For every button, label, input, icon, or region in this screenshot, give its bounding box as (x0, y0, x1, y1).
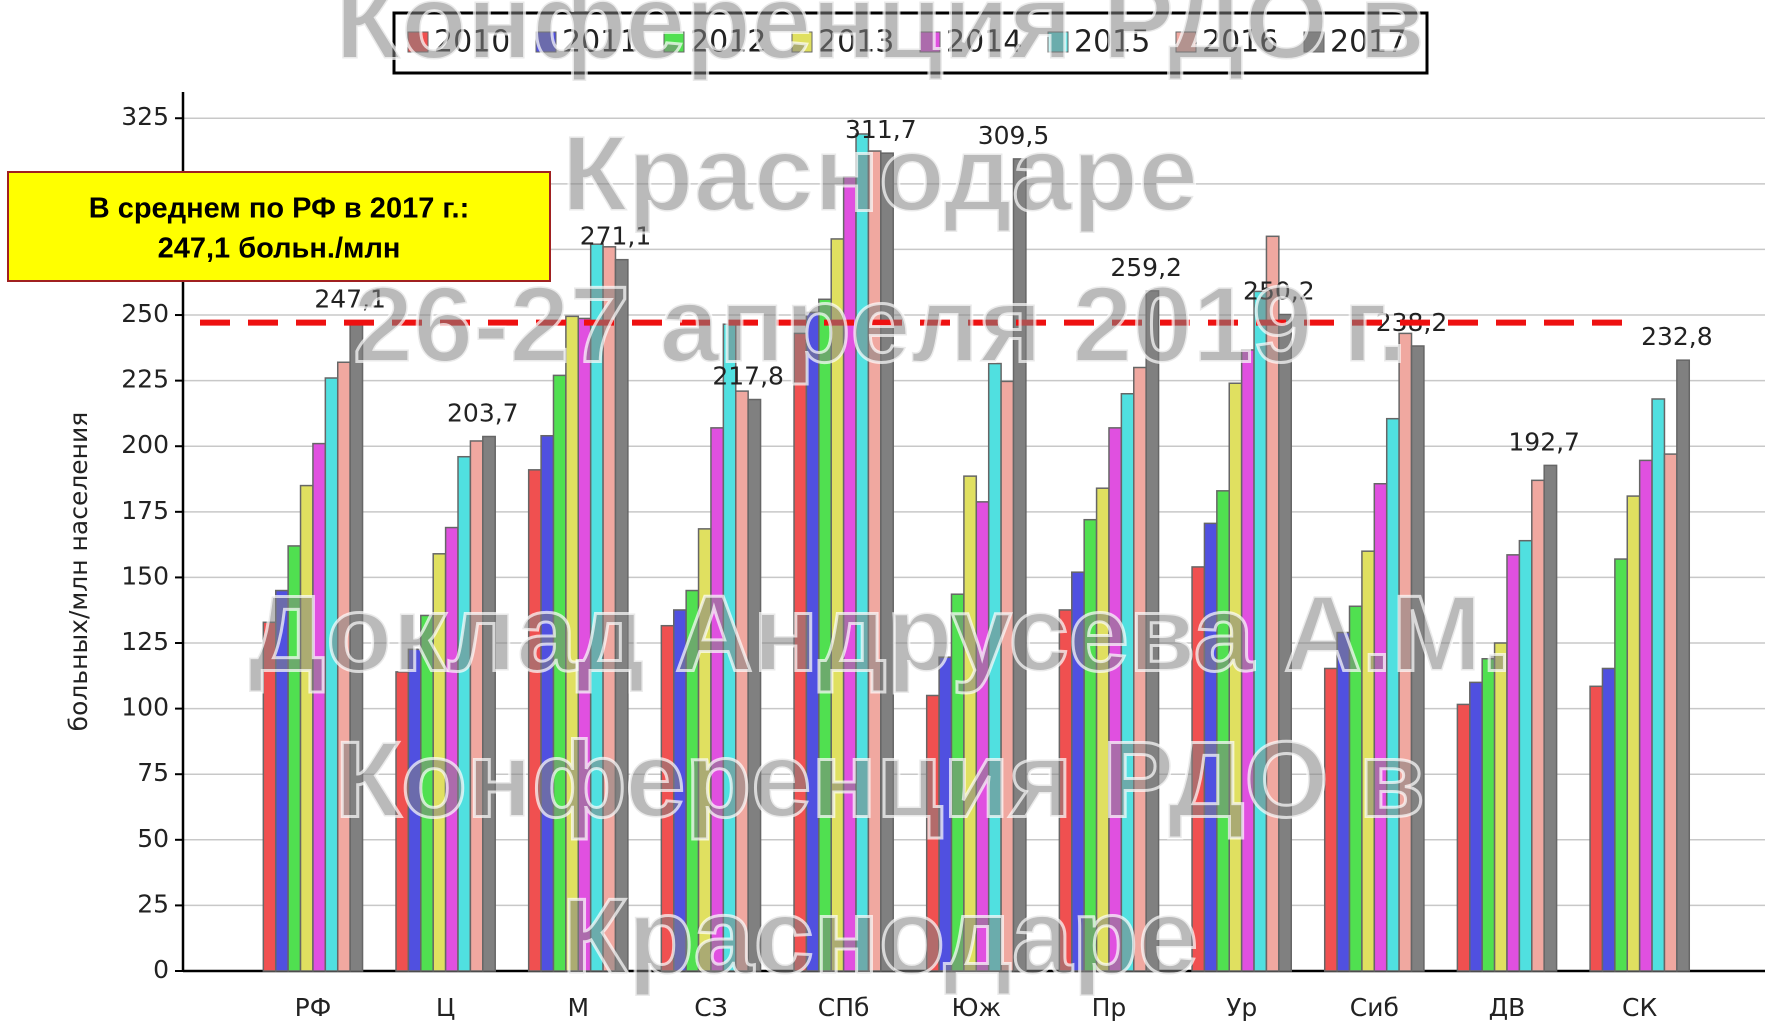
y-tick-label: 325 (121, 102, 169, 131)
legend-swatch (535, 31, 557, 53)
bar (1676, 359, 1691, 972)
bar (614, 258, 629, 972)
x-tick-label: Ур (1226, 993, 1257, 1022)
bar (312, 442, 327, 972)
legend-swatch (1047, 31, 1069, 53)
watermark: Конференция РДО в (335, 0, 1425, 82)
x-tick-label: СЗ (694, 993, 727, 1022)
annotation-text: 247,1 больн./млн (158, 233, 401, 265)
bar (1601, 667, 1616, 972)
y-tick-label: 50 (137, 824, 169, 853)
legend-label: 2012 (690, 25, 766, 60)
bar (1651, 398, 1666, 972)
y-tick-label: 150 (121, 561, 169, 590)
legend-label: 2016 (1202, 25, 1278, 60)
value-label: 311,7 (845, 115, 917, 144)
y-tick-label: 100 (121, 693, 169, 722)
annotation-box (7, 171, 551, 282)
y-tick-label: 175 (121, 496, 169, 525)
x-tick-label: М (567, 993, 589, 1022)
x-tick-label: ДВ (1489, 993, 1526, 1022)
legend-swatch (791, 31, 813, 53)
bar (855, 133, 870, 972)
x-tick-label: Сиб (1350, 993, 1399, 1022)
x-tick-label: Пр (1092, 993, 1127, 1022)
bar (880, 152, 894, 972)
legend-label: 2013 (818, 25, 894, 60)
bar (1614, 558, 1629, 972)
legend-label: 2010 (434, 25, 510, 60)
bar (469, 440, 484, 972)
watermark: Доклад Андрусева А.М. (248, 573, 1512, 694)
bar (1012, 158, 1027, 972)
bar (1385, 417, 1400, 972)
bar (1531, 479, 1545, 972)
bar (1456, 703, 1471, 972)
value-label: 309,5 (978, 121, 1050, 150)
watermark: Краснодаре (562, 876, 1198, 997)
legend-label: 2015 (1074, 25, 1150, 60)
watermark: 26-27 апреля 2019 г. (353, 264, 1407, 385)
bar (482, 435, 496, 972)
legend-box (392, 11, 1429, 75)
bar (1481, 658, 1496, 972)
y-tick-label: 125 (121, 627, 169, 656)
x-tick-label: Юж (952, 993, 1002, 1022)
bar (299, 484, 314, 972)
bar (747, 398, 762, 972)
bar (1145, 290, 1160, 972)
x-tick-label: СПб (818, 993, 870, 1022)
value-label: 203,7 (447, 399, 519, 428)
bar (1278, 313, 1292, 972)
legend-swatch (407, 31, 429, 53)
bar (1638, 459, 1653, 972)
bar (1626, 495, 1641, 972)
value-label: 271,1 (580, 222, 652, 251)
value-label: 250,2 (1243, 277, 1315, 306)
bar (1589, 685, 1604, 972)
watermark: Конференция РДО в (335, 719, 1425, 840)
legend-swatch (919, 31, 941, 53)
y-tick-label: 225 (121, 365, 169, 394)
legend-swatch (663, 31, 685, 53)
y-tick-label: 250 (121, 299, 169, 328)
bar (457, 455, 472, 972)
x-tick-label: РФ (295, 993, 332, 1022)
value-label: 217,8 (712, 362, 784, 391)
value-label: 232,8 (1641, 322, 1713, 351)
legend-swatch (1175, 31, 1197, 53)
legend-label: 2017 (1330, 25, 1406, 60)
value-label: 192,7 (1508, 427, 1580, 456)
bar (1518, 539, 1533, 972)
x-tick-label: СК (1622, 993, 1657, 1022)
legend-label: 2011 (562, 25, 638, 60)
annotation-text: В среднем по РФ в 2017 г.: (89, 193, 470, 225)
y-tick-label: 0 (153, 955, 169, 984)
legend-swatch (1303, 31, 1325, 53)
y-axis-label: больных/млн населения (64, 412, 93, 732)
y-tick-label: 25 (137, 889, 169, 918)
bar (1410, 345, 1425, 972)
bar (540, 434, 555, 972)
x-tick-label: Ц (436, 993, 455, 1022)
legend-label: 2014 (946, 25, 1022, 60)
y-tick-label: 200 (121, 430, 169, 459)
y-tick-label: 75 (137, 758, 169, 787)
value-label: 247,1 (314, 285, 386, 314)
value-label: 259,2 (1110, 253, 1182, 282)
watermark: Краснодаре (562, 113, 1198, 234)
bar (1663, 453, 1678, 972)
bar (1543, 464, 1558, 972)
bar (1469, 681, 1483, 972)
